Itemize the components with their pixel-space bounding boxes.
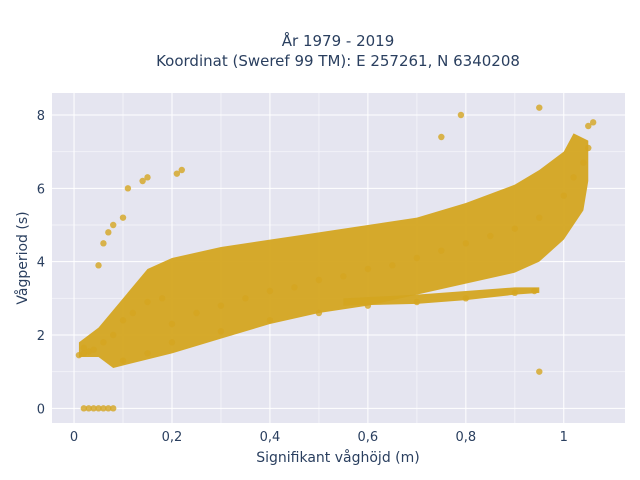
data-point [95, 262, 102, 269]
x-tick-label: 0,2 [162, 430, 183, 445]
y-tick-label: 6 [37, 182, 45, 197]
data-point [105, 229, 112, 236]
data-point [95, 405, 102, 412]
secondary-band [343, 287, 540, 306]
x-tick-label: 0,8 [455, 430, 476, 445]
data-point [536, 104, 543, 111]
data-point [100, 339, 107, 346]
x-tick-label: 0 [70, 430, 78, 445]
data-point [438, 247, 445, 254]
data-point [75, 351, 83, 359]
data-point [536, 368, 543, 375]
data-point [364, 265, 372, 273]
data-point [119, 317, 127, 324]
data-point [80, 344, 88, 352]
data-point [438, 133, 445, 141]
data-point [511, 225, 519, 232]
data-point [585, 144, 592, 152]
data-point [531, 287, 538, 295]
data-point [364, 302, 372, 309]
data-point [340, 273, 347, 280]
data-point [570, 174, 577, 181]
chart-subtitle: Koordinat (Sweref 99 TM): E 257261, N 63… [156, 52, 520, 70]
data-point [315, 309, 323, 317]
data-point [158, 295, 166, 302]
data-point [589, 119, 597, 126]
x-tick-label: 1 [560, 430, 568, 445]
data-point [580, 159, 587, 166]
data-point [315, 276, 323, 284]
dense-cloud-band [78, 133, 589, 368]
data-point [124, 185, 132, 192]
data-point [90, 346, 97, 353]
data-point [193, 309, 200, 317]
data-point [144, 350, 151, 357]
data-point [173, 170, 181, 177]
data-point [110, 221, 117, 229]
y-axis-label: Vågperiod (s) [14, 211, 31, 304]
data-point [511, 289, 519, 297]
data-point [119, 214, 127, 221]
data-point [100, 240, 107, 247]
data-point [217, 302, 225, 309]
data-point [144, 174, 151, 181]
data-point [85, 405, 92, 412]
data-point [168, 339, 176, 346]
data-point [291, 284, 298, 291]
data-point [119, 357, 127, 364]
y-tick-label: 8 [37, 109, 45, 124]
data-points [75, 104, 597, 412]
data-point [178, 166, 185, 174]
data-point [585, 122, 592, 130]
data-point [85, 348, 92, 355]
data-point [80, 405, 88, 412]
x-axis-label: Signifikant våghöjd (m) [256, 449, 419, 466]
data-point [105, 405, 112, 412]
data-point [217, 328, 225, 335]
data-point [144, 298, 151, 306]
data-point [110, 405, 117, 412]
density-bands [78, 133, 589, 368]
y-axis-ticks: 0 2 4 6 8 [37, 109, 45, 417]
chart-title: År 1979 - 2019 [282, 31, 395, 50]
y-tick-label: 0 [37, 402, 45, 417]
y-tick-label: 2 [37, 329, 45, 344]
x-tick-label: 0,4 [260, 430, 281, 445]
data-point [90, 405, 97, 412]
data-point [462, 240, 470, 247]
data-point [457, 111, 465, 119]
y-tick-label: 4 [37, 256, 45, 271]
data-point [560, 192, 567, 199]
x-axis-ticks: 0 0,2 0,4 0,6 0,8 1 [70, 430, 568, 445]
data-point [413, 254, 421, 262]
data-point [487, 232, 494, 240]
data-point [266, 287, 274, 295]
data-point [139, 177, 146, 185]
x-tick-label: 0,6 [358, 430, 379, 445]
data-point [389, 262, 396, 269]
data-point [100, 405, 107, 412]
data-point [536, 214, 543, 221]
data-point [266, 317, 274, 324]
data-point [168, 320, 176, 328]
data-point [462, 295, 470, 302]
data-point [80, 350, 88, 357]
data-point [129, 309, 137, 317]
data-point [110, 331, 117, 339]
data-point [413, 298, 421, 306]
data-point [242, 295, 249, 302]
